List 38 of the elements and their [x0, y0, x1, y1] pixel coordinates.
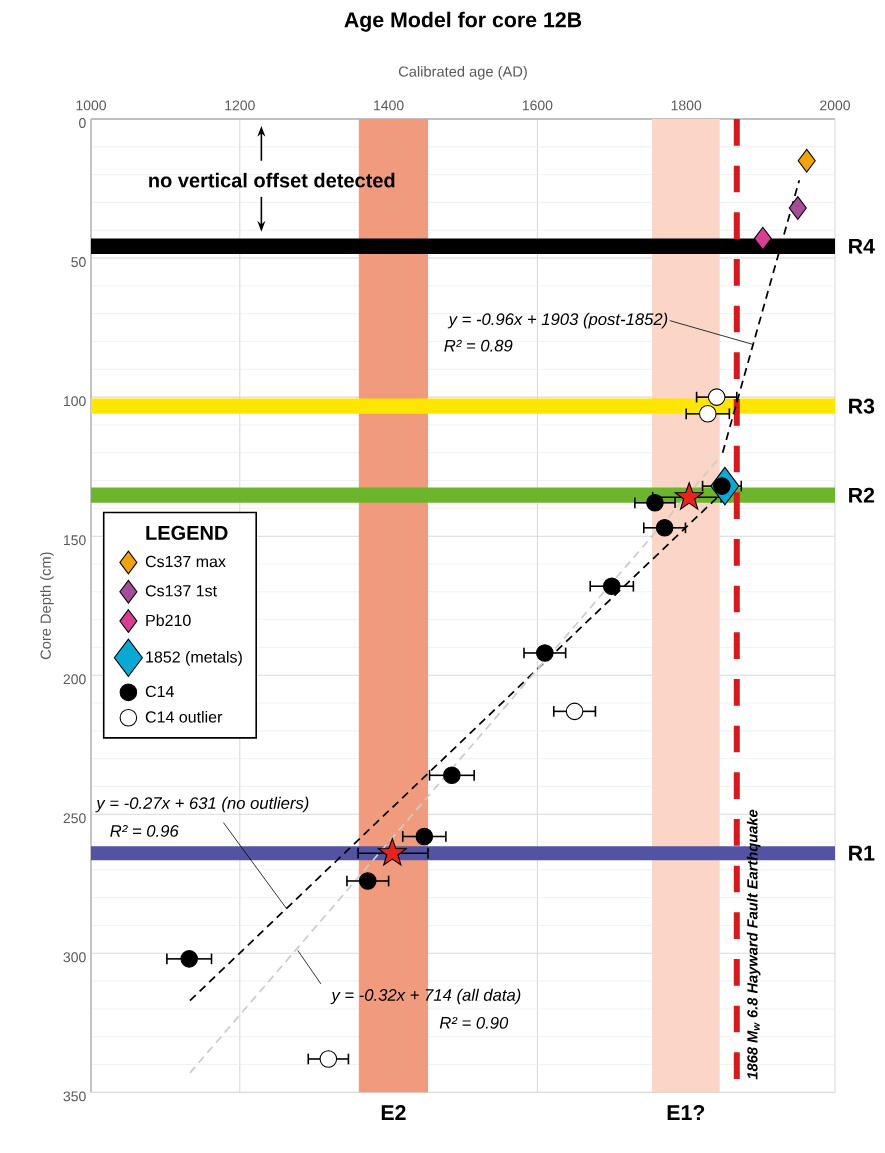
- legend-label: Cs137 max: [145, 555, 226, 568]
- x-tick-label: 1800: [671, 100, 702, 111]
- y-tick-label: 0: [79, 118, 86, 128]
- legend-label: Cs137 1st: [145, 585, 217, 597]
- y-tick-label: 100: [64, 396, 86, 407]
- x-tick-label: 2000: [820, 100, 851, 111]
- x-axis-title: Calibrated age (AD): [398, 65, 527, 80]
- y-axis-title: Core Depth (cm): [40, 552, 54, 660]
- legend-label: 1852 (metals): [146, 650, 242, 666]
- legend-label: C14 outlier: [145, 710, 223, 723]
- x-tick-label: 1200: [225, 100, 255, 111]
- band-label: R2: [849, 487, 875, 503]
- legend-label: Pb210: [146, 614, 191, 627]
- x-tick-label: 1000: [76, 100, 107, 111]
- x-tick-label: 1600: [522, 100, 553, 111]
- chart-title: Age Model for core 12B: [344, 11, 582, 32]
- y-tick-label: 150: [64, 535, 86, 546]
- y-tick-label: 200: [63, 674, 86, 685]
- band-label: R3: [849, 398, 875, 414]
- y-tick-label: 300: [63, 952, 86, 963]
- annotation: R² = 0.96: [110, 825, 179, 837]
- band-label: E2: [381, 1105, 406, 1120]
- annotation: R² = 0.89: [444, 339, 513, 352]
- annotation: no vertical offset detected: [149, 172, 395, 188]
- y-tick-label: 350: [63, 1091, 86, 1102]
- band-label: E1?: [667, 1105, 705, 1120]
- band-label: R1: [849, 845, 875, 861]
- annotation: R² = 0.90: [439, 1016, 509, 1029]
- ref-line-label: 1868 M$_{w}$ 6.8 Hayward Fault Earthquake: [746, 809, 761, 1080]
- x-tick-label: 1400: [374, 100, 404, 111]
- legend-label: C14: [145, 685, 174, 698]
- y-tick-label: 250: [63, 813, 86, 824]
- y-tick-label: 50: [71, 257, 86, 268]
- legend-title: LEGEND: [146, 525, 228, 540]
- annotation: y = -0.27x + 631 (no outliers): [95, 796, 309, 813]
- annotation: y = -0.32x + 714 (all data): [330, 988, 521, 1005]
- band-label: R4: [849, 238, 875, 254]
- annotation: y = -0.96x + 1903 (post-1852): [447, 312, 668, 329]
